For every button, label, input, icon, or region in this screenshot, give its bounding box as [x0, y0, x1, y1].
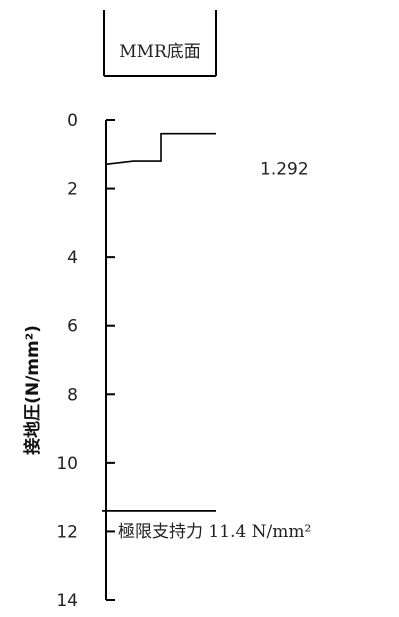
- y-tick-label-4: 8: [67, 385, 78, 405]
- y-tick-label-2: 4: [67, 248, 78, 268]
- max-pressure-annotation: 1.292: [260, 159, 309, 179]
- y-tick-label-6: 12: [56, 522, 78, 542]
- y-tick-labels: 0 2 4 6 8 10 12 14: [56, 111, 78, 611]
- y-tick-label-3: 6: [67, 317, 78, 337]
- y-tick-label-0: 0: [67, 111, 78, 131]
- header-label: MMR底面: [119, 42, 201, 62]
- y-tick-label-1: 2: [67, 180, 78, 200]
- y-axis-label: 接地圧(N/mm²): [22, 325, 43, 455]
- y-tick-label-7: 14: [56, 591, 78, 611]
- ultimate-bearing-capacity-annotation: 極限支持力 11.4 N/mm²: [118, 522, 311, 542]
- pressure-profile-line: [105, 132, 216, 166]
- header-box: MMR底面: [103, 10, 217, 77]
- y-ticks: [106, 119, 115, 601]
- y-tick-label-5: 10: [56, 454, 78, 474]
